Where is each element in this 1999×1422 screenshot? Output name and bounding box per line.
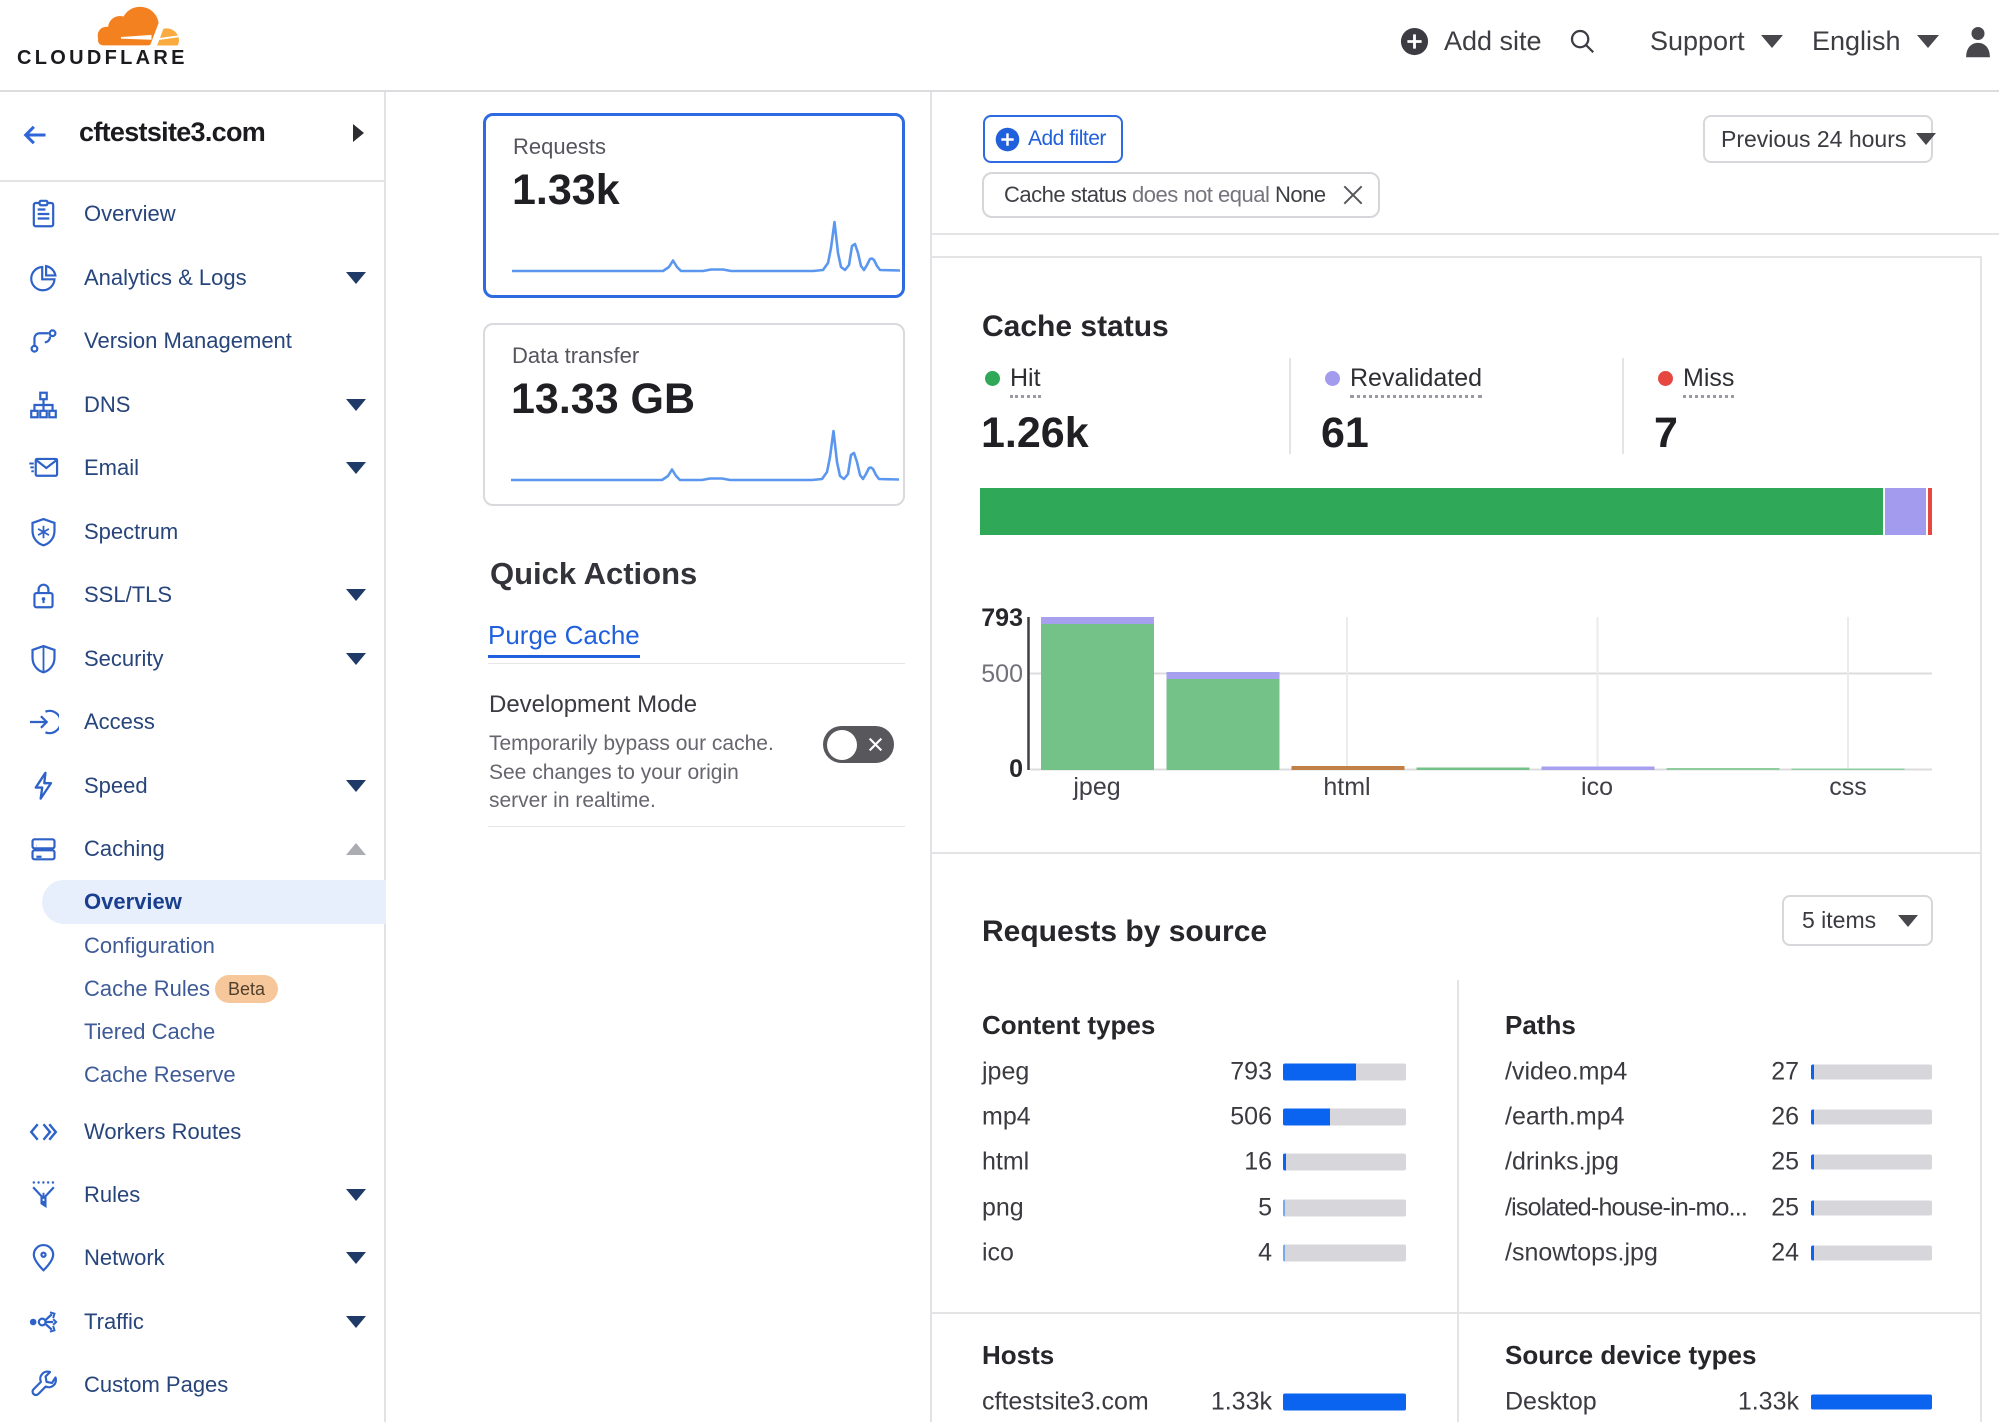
svg-text:0: 0 — [1009, 755, 1023, 783]
svg-text:500: 500 — [981, 660, 1023, 688]
svg-text:html: html — [1323, 773, 1370, 801]
svg-text:jpeg: jpeg — [1072, 773, 1120, 801]
svg-text:ico: ico — [1581, 773, 1613, 801]
svg-text:793: 793 — [981, 604, 1023, 632]
svg-text:css: css — [1829, 773, 1867, 801]
